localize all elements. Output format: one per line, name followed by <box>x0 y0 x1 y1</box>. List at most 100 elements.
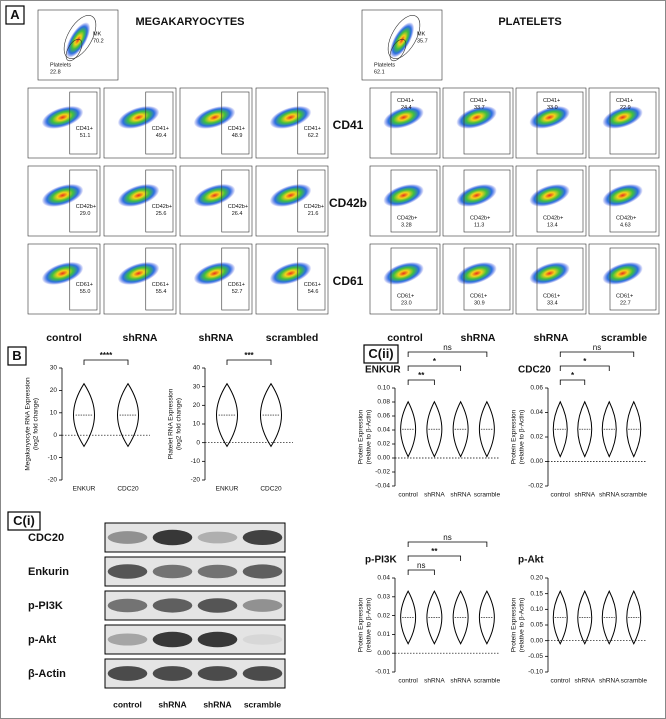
gate-value: 33.4 <box>547 300 558 306</box>
blot-band <box>197 531 238 544</box>
flow-density <box>117 183 160 207</box>
gate-name: CD42b+ <box>152 204 172 210</box>
violin-shape <box>117 382 139 448</box>
blot-band <box>107 666 148 681</box>
significance-label: ns <box>443 533 451 542</box>
y-tick-label: 10 <box>193 421 201 428</box>
gate-name: Platelets <box>374 62 395 68</box>
flow-density <box>65 22 91 58</box>
significance-label: ns <box>417 561 425 570</box>
row-label: CD41 <box>333 118 364 132</box>
y-tick-label: 0.06 <box>377 413 390 420</box>
gate-outline <box>387 15 421 59</box>
significance-bracket <box>407 379 435 385</box>
blot-band <box>242 599 283 612</box>
gate-name: CD61+ <box>76 282 93 288</box>
flow-density <box>529 106 570 129</box>
y-tick-label: 0 <box>196 439 200 446</box>
blot-band <box>152 529 193 546</box>
gate-outline <box>609 169 657 233</box>
significance-label: ns <box>593 343 601 352</box>
x-tick-label: shRNA <box>574 492 595 499</box>
flow-density <box>602 262 643 285</box>
gate-outline <box>69 91 98 155</box>
gate-name: CD42b+ <box>543 215 563 221</box>
gate-name: CD61+ <box>304 282 321 288</box>
y-tick-label: -20 <box>191 477 201 484</box>
x-tick-label: shRNA <box>424 492 445 499</box>
blot-band <box>107 564 148 579</box>
blot-band <box>242 564 283 579</box>
gate-value: 55.4 <box>156 289 167 295</box>
panel-label-box <box>363 344 399 364</box>
gate-outline <box>536 91 584 155</box>
y-axis-label: Platelet RNA Expression <box>168 388 175 459</box>
gate-outline <box>221 247 250 311</box>
violin-shape <box>577 400 593 458</box>
blot-column-label: shRNA <box>158 699 186 709</box>
violin-shape <box>478 590 495 645</box>
flow-density <box>602 184 643 207</box>
column-label: shRNA <box>533 332 568 344</box>
column-label: scramble <box>601 332 647 344</box>
significance-bracket <box>559 379 586 385</box>
violin-shape <box>626 400 642 458</box>
gate-outline <box>609 91 657 155</box>
column-label: control <box>387 332 423 344</box>
row-label: CD61 <box>333 274 364 288</box>
violin-shape <box>260 382 282 448</box>
violin-shape <box>452 590 469 645</box>
y-tick-label: 20 <box>193 402 201 409</box>
y-tick-label: 0.02 <box>530 434 543 441</box>
gate-value: 29.0 <box>80 211 91 217</box>
significance-bracket <box>407 541 488 547</box>
significance-bracket <box>407 365 462 371</box>
panel-title: MEGAKARYOCYTES <box>136 16 245 28</box>
gate-outline <box>390 247 438 311</box>
y-tick-label: 0 <box>53 432 57 439</box>
violin-shape <box>400 590 417 645</box>
y-tick-label: 0.20 <box>530 575 543 582</box>
column-label: shRNA <box>122 332 157 344</box>
x-tick-label: shRNA <box>599 678 620 685</box>
blot-band <box>152 564 193 579</box>
gate-value: 30.9 <box>474 300 485 306</box>
blot-column-label: scramble <box>244 699 282 709</box>
violin-shape <box>478 400 495 458</box>
panel-label-box <box>5 5 25 25</box>
gate-outline <box>536 247 584 311</box>
blot-band <box>107 633 148 646</box>
gate-value: 22.8 <box>50 69 61 75</box>
x-tick-label: control <box>398 678 418 685</box>
violin-shape <box>426 400 443 458</box>
y-tick-label: 10 <box>50 410 58 417</box>
flow-density <box>383 184 424 207</box>
blot-band <box>242 666 283 681</box>
flow-density <box>269 261 312 285</box>
violin-shape <box>73 382 95 448</box>
gate-value: 22.7 <box>620 300 631 306</box>
x-tick-label: control <box>550 492 570 499</box>
significance-bracket <box>226 359 272 365</box>
significance-bracket <box>407 569 435 575</box>
violin-shape <box>400 400 417 458</box>
gate-outline <box>297 169 326 233</box>
gate-value: 13.4 <box>547 222 558 228</box>
flow-density <box>383 106 424 129</box>
gate-value: 54.6 <box>308 289 319 295</box>
flow-density <box>41 183 84 207</box>
blot-band <box>242 634 283 645</box>
gate-name: CD61+ <box>152 282 169 288</box>
gate-name: CD61+ <box>397 293 414 299</box>
chart-title: p-Akt <box>518 555 544 566</box>
y-tick-label: 30 <box>50 365 58 372</box>
x-tick-label: scramble <box>621 678 648 685</box>
violin-shape <box>452 400 469 458</box>
gate-value: 70.2 <box>93 38 104 44</box>
significance-bracket <box>407 351 488 357</box>
gate-value: 35.7 <box>417 38 428 44</box>
gate-outline <box>463 91 511 155</box>
y-tick-label: 0.03 <box>377 594 390 601</box>
